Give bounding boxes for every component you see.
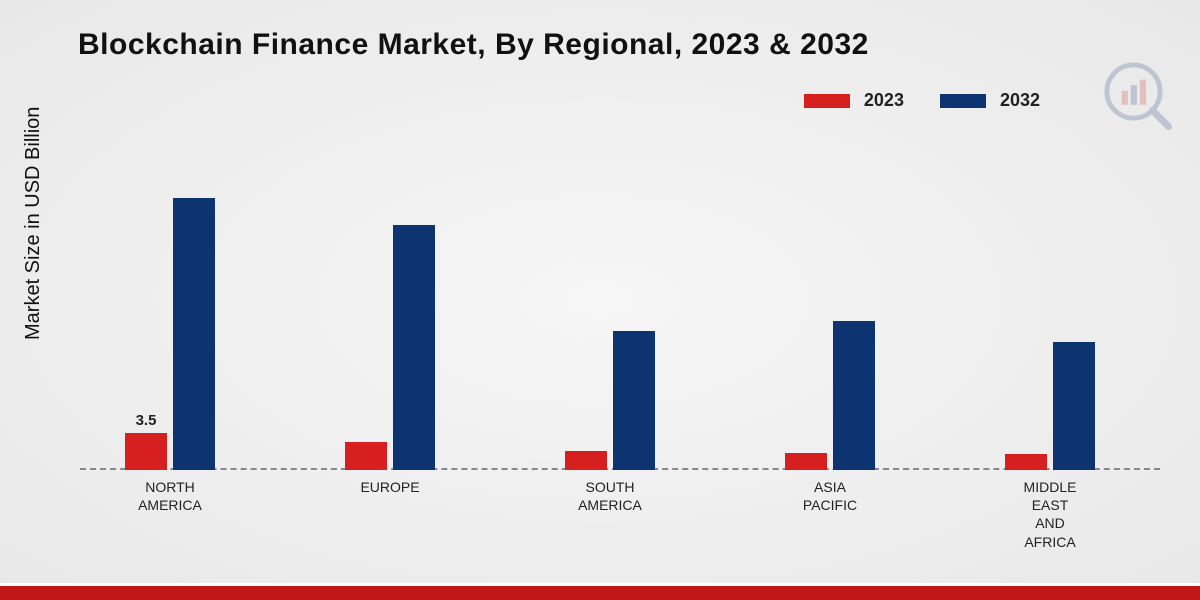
x-category-label: ASIAPACIFIC	[765, 478, 895, 514]
bar	[173, 198, 215, 470]
bar	[345, 442, 387, 470]
legend-item-2032: 2032	[940, 90, 1040, 111]
x-category-label: EUROPE	[325, 478, 455, 496]
x-category-label: MIDDLEEASTANDAFRICA	[985, 478, 1115, 551]
bar-value-label: 3.5	[131, 412, 161, 429]
legend-swatch-2032	[940, 94, 986, 108]
x-category-label: NORTHAMERICA	[105, 478, 235, 514]
legend-item-2023: 2023	[804, 90, 904, 111]
legend: 2023 2032	[804, 90, 1040, 111]
x-category-label: SOUTHAMERICA	[545, 478, 675, 514]
bar	[1053, 342, 1095, 470]
logo-handle	[1152, 110, 1168, 126]
bar	[613, 331, 655, 470]
logo-bar-1	[1122, 91, 1128, 105]
legend-swatch-2023	[804, 94, 850, 108]
footer-bar	[0, 586, 1200, 600]
logo-bar-2	[1131, 85, 1137, 105]
bar	[1005, 454, 1047, 470]
bar	[833, 321, 875, 470]
bar	[785, 453, 827, 470]
bar	[125, 433, 167, 470]
legend-label-2023: 2023	[864, 90, 904, 111]
bar	[565, 451, 607, 470]
legend-label-2032: 2032	[1000, 90, 1040, 111]
chart-title: Blockchain Finance Market, By Regional, …	[78, 28, 869, 62]
brand-logo-icon	[1102, 60, 1172, 130]
x-axis-labels: NORTHAMERICA EUROPE SOUTHAMERICA ASIAPACIFI…	[80, 478, 1160, 558]
chart-canvas: Blockchain Finance Market, By Regional, …	[0, 0, 1200, 600]
y-axis-label: Market Size in USD Billion	[22, 107, 45, 340]
logo-bar-3	[1140, 80, 1146, 105]
plot-area: 3.5	[80, 150, 1160, 470]
bar	[393, 225, 435, 470]
